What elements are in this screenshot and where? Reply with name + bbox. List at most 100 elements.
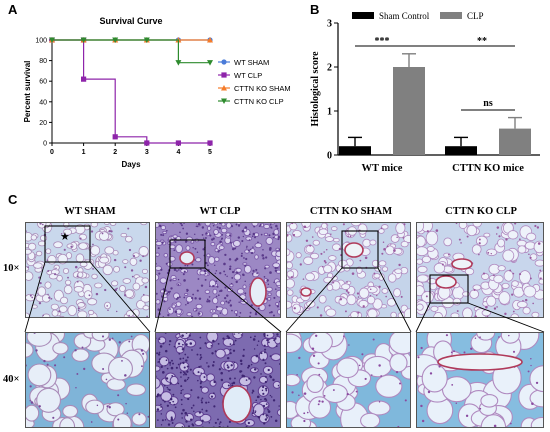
nucleus (200, 356, 203, 359)
nucleus (199, 358, 202, 361)
alveolus (218, 245, 225, 250)
nucleus (214, 272, 217, 275)
nucleus (77, 307, 80, 310)
alveolus (220, 227, 228, 234)
nucleus (227, 366, 230, 369)
nucleus (420, 346, 423, 350)
alveolus (45, 248, 52, 255)
y-tick-label: 100 (35, 38, 47, 45)
nucleus (29, 385, 32, 388)
nucleus (255, 399, 258, 402)
nucleus (158, 360, 161, 363)
nucleus (183, 373, 185, 376)
alveolus (232, 332, 244, 340)
nucleus (180, 392, 183, 394)
nucleus (269, 271, 272, 274)
nucleus (512, 272, 515, 275)
nucleus (141, 365, 143, 368)
nucleus (539, 269, 542, 272)
nucleus (265, 389, 268, 392)
nucleus (195, 309, 197, 311)
nucleus (35, 349, 38, 352)
nucleus (277, 235, 281, 239)
nucleus (248, 377, 251, 380)
nucleus (265, 256, 268, 259)
alveolus (166, 261, 173, 267)
nucleus (532, 302, 534, 305)
nucleus (233, 341, 235, 343)
nucleus (128, 314, 130, 317)
nucleus (263, 333, 266, 336)
nucleus (163, 384, 166, 387)
nucleus (166, 386, 169, 389)
nucleus (242, 235, 245, 238)
nucleus (127, 227, 130, 230)
alveolus (165, 410, 176, 422)
nucleus (357, 311, 360, 314)
alveolus (346, 294, 357, 306)
nucleus (199, 347, 202, 350)
nucleus (347, 291, 350, 294)
alveolus (265, 236, 274, 245)
nucleus (276, 305, 279, 308)
micrograph-wt-clp-40x (155, 332, 281, 428)
nucleus (177, 342, 181, 345)
nucleus (262, 392, 265, 395)
nucleus (274, 288, 277, 291)
y-axis-label: Percent survival (23, 61, 32, 123)
x-tick-label: 4 (176, 149, 180, 156)
nucleus (493, 274, 495, 277)
nucleus (165, 359, 168, 362)
nucleus (524, 298, 528, 302)
nucleus (298, 356, 301, 360)
nucleus (451, 383, 454, 386)
alveolus (62, 404, 79, 418)
alveolus (481, 309, 491, 317)
nucleus (181, 334, 184, 337)
nucleus (272, 232, 275, 236)
nucleus (241, 252, 243, 255)
nucleus (230, 224, 234, 228)
nucleus (273, 281, 275, 284)
nucleus (74, 265, 78, 269)
nucleus (201, 408, 204, 411)
alveolus (469, 289, 480, 299)
alveolus (416, 246, 429, 257)
nucleus (218, 227, 222, 230)
alveolus (323, 264, 333, 274)
nucleus (369, 288, 372, 291)
nucleus (47, 269, 50, 272)
nucleus (371, 374, 373, 376)
nucleus (219, 272, 222, 275)
nucleus (260, 398, 262, 401)
nucleus (262, 404, 266, 408)
nucleus (131, 275, 134, 278)
nucleus (214, 350, 217, 353)
alveolus (530, 416, 544, 428)
nucleus (232, 381, 236, 385)
nucleus (166, 271, 170, 275)
nucleus (496, 226, 500, 229)
nucleus (252, 232, 256, 236)
nucleus (262, 358, 265, 361)
nucleus (274, 269, 278, 272)
bar-1-0 (445, 146, 477, 155)
legend-label: WT SHAM (234, 58, 269, 67)
nucleus (269, 355, 272, 357)
nucleus (348, 344, 350, 346)
alveolus (141, 268, 148, 274)
nucleus (209, 285, 211, 288)
nucleus (206, 264, 209, 267)
nucleus (372, 338, 375, 341)
nucleus (108, 338, 112, 341)
nucleus (268, 341, 270, 344)
nucleus (42, 314, 44, 317)
nucleus (319, 314, 323, 317)
nucleus (184, 379, 187, 382)
nucleus (185, 304, 187, 306)
nucleus (106, 305, 109, 307)
nucleus (316, 306, 319, 309)
nucleus (182, 389, 184, 391)
nucleus (187, 425, 191, 428)
nucleus (504, 312, 507, 316)
